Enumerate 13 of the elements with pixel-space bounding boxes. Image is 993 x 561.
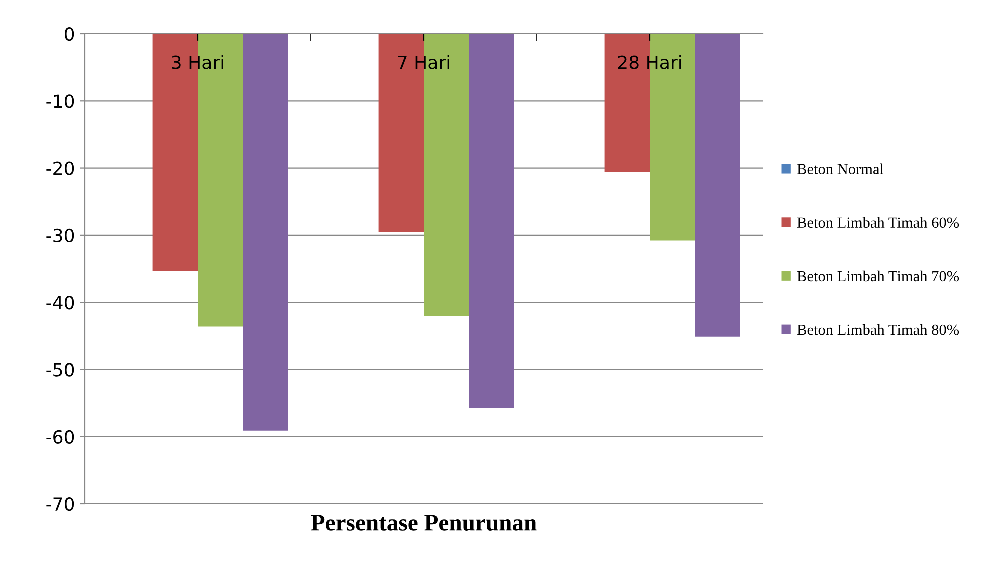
- y-tick-label: -50: [46, 363, 74, 377]
- y-tick-label: -70: [46, 497, 74, 512]
- y-tick-label: -30: [46, 228, 74, 243]
- y-tick-label: -40: [46, 296, 74, 310]
- y-tick-label: -10: [46, 94, 74, 108]
- y-tick-label: -60: [46, 430, 74, 444]
- legend-label: Beton Limbah Timah 70%: [797, 270, 960, 282]
- legend-label: Beton Limbah Timah 60%: [797, 217, 960, 228]
- y-tick-label: -20: [46, 162, 74, 176]
- x-axis-title: Persentase Penurunan: [311, 515, 537, 531]
- legend-label: Beton Limbah Timah 80%: [797, 324, 960, 336]
- legend-label: Beton Normal: [797, 164, 884, 174]
- y-tick-label: 0: [64, 27, 74, 42]
